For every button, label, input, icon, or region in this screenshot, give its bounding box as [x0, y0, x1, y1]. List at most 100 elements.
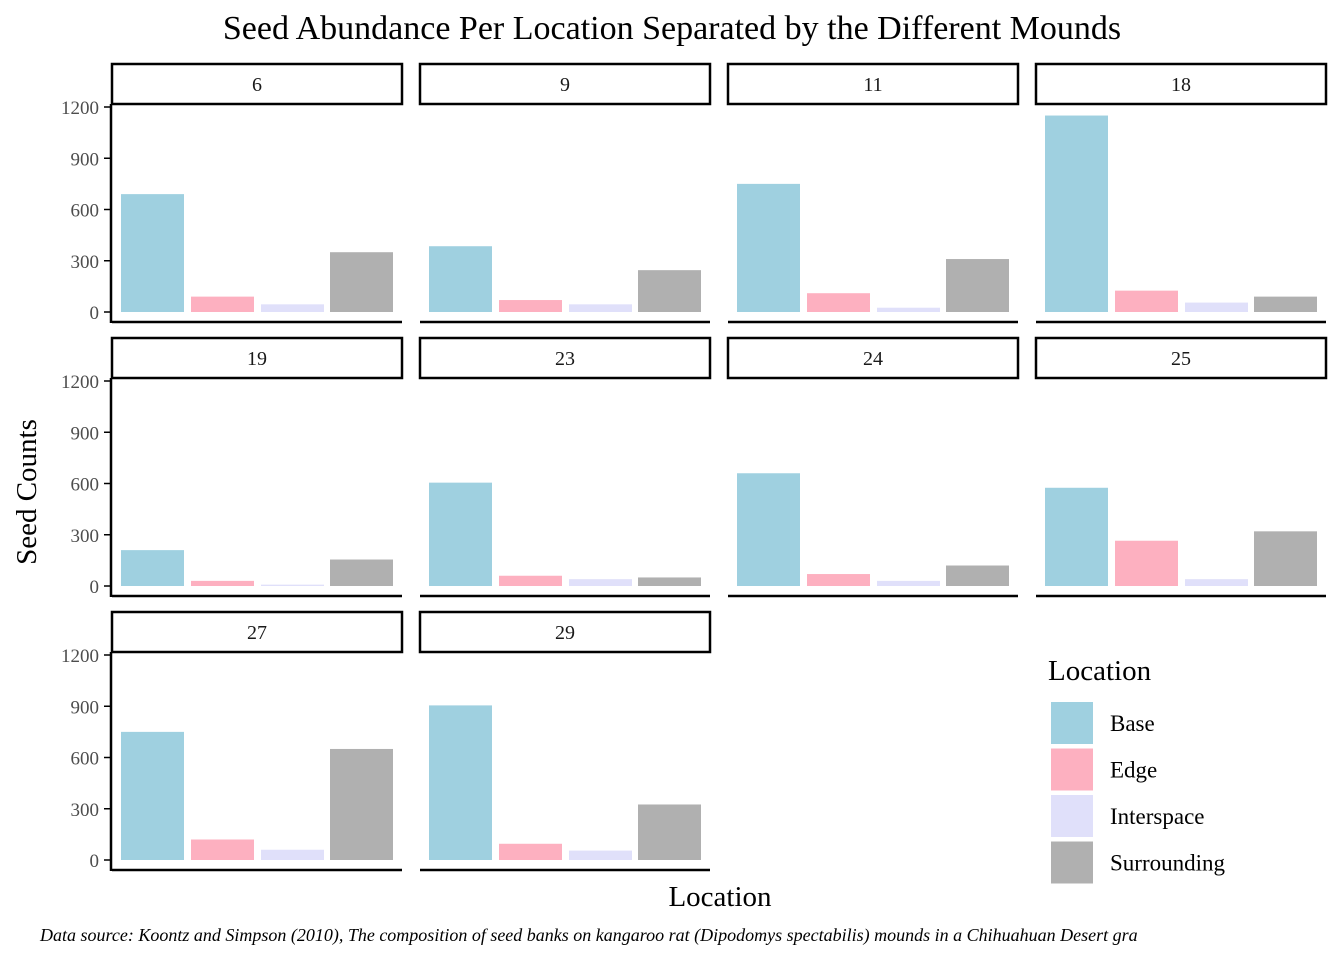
facet-panel-23: 23: [418, 336, 712, 598]
facet-panel-29: 29: [418, 610, 712, 872]
bar-surrounding: [1254, 296, 1317, 312]
bar-surrounding: [330, 252, 393, 312]
y-tick-label: 300: [71, 252, 100, 273]
bar-base: [1045, 115, 1108, 313]
bar-interspace: [261, 849, 324, 860]
facet-strip: [726, 336, 1020, 380]
facet-strip-label: 11: [863, 74, 882, 96]
facet-strip-label: 29: [555, 622, 575, 644]
panels-group: 6 0 300 600 900 1200 9 11 18 19 0 300 600 900 1200 23 24…: [61, 62, 1328, 872]
y-tick-label: 600: [71, 749, 100, 770]
bar-edge: [807, 293, 870, 312]
y-tick-label: 0: [90, 577, 100, 598]
facet-strip-label: 23: [555, 348, 575, 370]
bar-surrounding: [1254, 531, 1317, 586]
facet-strip-label: 25: [1171, 348, 1191, 370]
bar-edge: [1115, 540, 1178, 586]
y-tick-label: 600: [71, 201, 100, 222]
data-source-caption: Data source: Koontz and Simpson (2010), …: [39, 925, 1138, 946]
y-tick-label: 300: [71, 800, 100, 821]
bar-surrounding: [946, 565, 1009, 586]
legend-title: Location: [1048, 655, 1152, 687]
legend-key-surrounding: [1051, 841, 1093, 884]
bar-base: [429, 705, 492, 860]
bar-interspace: [877, 307, 940, 312]
facet-panel-25: 25: [1034, 336, 1328, 598]
y-tick-label: 600: [71, 475, 100, 496]
bar-surrounding: [638, 270, 701, 312]
bar-surrounding: [638, 804, 701, 860]
facet-strip-label: 27: [247, 622, 267, 644]
bar-base: [737, 473, 800, 586]
facet-strip: [110, 62, 404, 106]
bar-interspace: [569, 579, 632, 586]
facet-strip: [418, 610, 712, 654]
facet-strip-label: 24: [863, 348, 883, 370]
bar-interspace: [1185, 302, 1248, 312]
legend-key-interspace: [1051, 795, 1093, 837]
facet-strip-label: 18: [1171, 74, 1191, 96]
y-tick-label: 300: [71, 526, 100, 547]
bar-interspace: [261, 584, 324, 586]
bar-interspace: [569, 304, 632, 312]
facet-panel-11: 11: [726, 62, 1020, 324]
facet-panel-9: 9: [418, 62, 712, 324]
facet-strip-label: 19: [247, 348, 267, 370]
bar-interspace: [877, 580, 940, 586]
chart-title: Seed Abundance Per Location Separated by…: [223, 10, 1121, 47]
facet-panel-18: 18: [1034, 62, 1328, 324]
bar-edge: [807, 574, 870, 586]
y-tick-label: 1200: [61, 98, 99, 119]
bar-surrounding: [638, 577, 701, 586]
bar-edge: [191, 839, 254, 860]
facet-panel-19: 19 0 300 600 900 1200: [61, 336, 404, 598]
y-tick-label: 1200: [61, 372, 99, 393]
bar-base: [121, 194, 184, 312]
bar-base: [121, 550, 184, 586]
facet-panel-24: 24: [726, 336, 1020, 598]
bar-edge: [191, 296, 254, 312]
bar-surrounding: [330, 559, 393, 586]
legend-label: Base: [1110, 711, 1155, 736]
bar-base: [121, 731, 184, 860]
bar-base: [737, 183, 800, 312]
facet-strip: [1034, 62, 1328, 106]
bar-interspace: [261, 304, 324, 312]
y-tick-label: 900: [71, 697, 100, 718]
legend-label: Interspace: [1110, 804, 1205, 829]
bar-edge: [499, 300, 562, 312]
bar-base: [429, 482, 492, 586]
bar-surrounding: [330, 748, 393, 860]
y-tick-label: 900: [71, 149, 100, 170]
facet-strip-label: 6: [252, 74, 262, 96]
bar-interspace: [1185, 579, 1248, 586]
bar-edge: [191, 580, 254, 586]
legend-label: Edge: [1110, 758, 1157, 783]
facet-strip: [726, 62, 1020, 106]
y-tick-label: 0: [90, 303, 100, 324]
facet-strip: [1034, 336, 1328, 380]
facet-strip: [418, 62, 712, 106]
bar-interspace: [569, 850, 632, 860]
bar-base: [1045, 487, 1108, 586]
y-tick-label: 1200: [61, 646, 99, 667]
facet-panel-27: 27 0 300 600 900 1200: [61, 610, 404, 872]
legend-key-base: [1051, 702, 1093, 744]
y-tick-label: 900: [71, 423, 100, 444]
facet-strip: [110, 610, 404, 654]
x-axis-title: Location: [668, 881, 772, 913]
facet-panel-6: 6 0 300 600 900 1200: [61, 62, 404, 324]
bar-base: [429, 246, 492, 312]
bar-edge: [499, 575, 562, 586]
legend-key-edge: [1051, 748, 1093, 791]
bar-edge: [499, 843, 562, 860]
facet-strip: [110, 336, 404, 380]
legend-label: Surrounding: [1110, 851, 1226, 876]
y-tick-label: 0: [90, 851, 100, 872]
legend: Location Base Edge Interspace Surrounding: [1048, 655, 1226, 884]
bar-surrounding: [946, 259, 1009, 312]
y-axis-title: Seed Counts: [11, 419, 43, 565]
facet-strip: [418, 336, 712, 380]
facet-strip-label: 9: [560, 74, 570, 96]
